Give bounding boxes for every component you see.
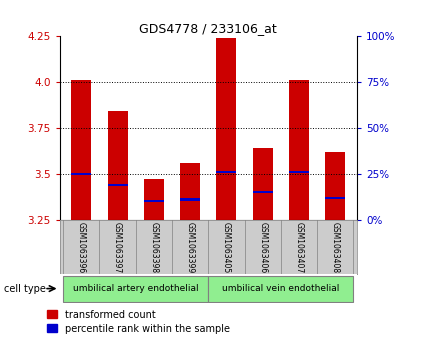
Bar: [71, 173, 91, 175]
Text: umbilical vein endothelial: umbilical vein endothelial: [222, 284, 340, 293]
Bar: [144, 200, 164, 203]
Bar: [208, 276, 353, 302]
Bar: [71, 80, 91, 220]
Text: umbilical artery endothelial: umbilical artery endothelial: [73, 284, 198, 293]
Bar: [108, 184, 128, 186]
Text: GSM1063407: GSM1063407: [295, 222, 303, 274]
Bar: [180, 198, 200, 200]
Bar: [325, 152, 345, 220]
Bar: [289, 171, 309, 173]
Bar: [253, 191, 273, 193]
Bar: [289, 80, 309, 220]
Text: GSM1063408: GSM1063408: [331, 222, 340, 273]
Text: GSM1063406: GSM1063406: [258, 222, 267, 274]
Text: GSM1063397: GSM1063397: [113, 222, 122, 274]
Text: GSM1063405: GSM1063405: [222, 222, 231, 274]
Text: GSM1063398: GSM1063398: [149, 222, 159, 273]
Bar: [63, 276, 208, 302]
Text: cell type: cell type: [4, 284, 46, 294]
Bar: [253, 148, 273, 220]
Bar: [325, 196, 345, 199]
Bar: [144, 179, 164, 220]
Text: GSM1063399: GSM1063399: [186, 222, 195, 274]
Text: GSM1063396: GSM1063396: [77, 222, 86, 274]
Bar: [216, 171, 236, 173]
Bar: [180, 163, 200, 220]
Title: GDS4778 / 233106_at: GDS4778 / 233106_at: [139, 22, 277, 35]
Bar: [216, 38, 236, 220]
Legend: transformed count, percentile rank within the sample: transformed count, percentile rank withi…: [47, 310, 230, 334]
Bar: [108, 111, 128, 220]
